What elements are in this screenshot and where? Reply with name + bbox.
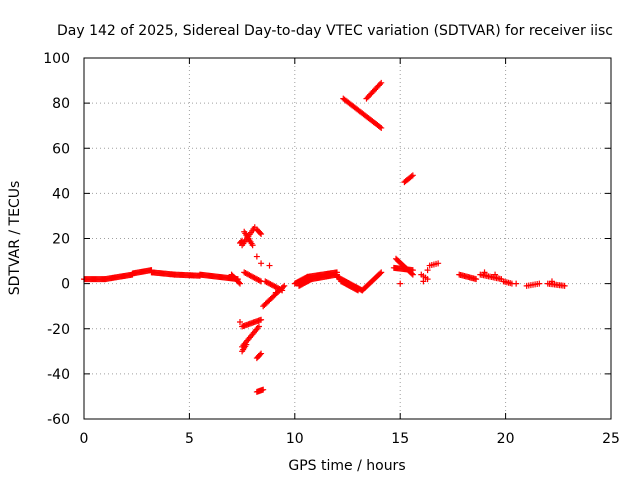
data-point: [548, 278, 555, 285]
x-tick-label: 25: [602, 431, 620, 447]
chart-title: Day 142 of 2025, Sidereal Day-to-day VTE…: [57, 23, 613, 39]
data-point: [376, 81, 383, 88]
data-point: [409, 172, 416, 179]
data-point: [277, 286, 284, 293]
data-point: [258, 350, 265, 357]
data-point: [378, 79, 385, 86]
y-tick-label: 80: [52, 96, 70, 112]
x-axis-title: GPS time / hours: [288, 458, 405, 474]
x-tick-labels: 0 5 10 15 20 25: [80, 431, 620, 447]
data-point: [279, 287, 286, 294]
data-point: [561, 282, 568, 289]
axis-ticks: [83, 57, 612, 420]
grid-lines: [84, 58, 611, 419]
y-tick-label: 60: [52, 141, 70, 157]
data-point: [408, 173, 415, 180]
data-point: [473, 276, 480, 283]
data-point: [235, 279, 242, 286]
y-tick-label: -20: [47, 322, 70, 338]
data-point: [238, 238, 245, 245]
data-point: [513, 280, 520, 287]
data-point: [258, 260, 265, 267]
data-point: [258, 316, 265, 323]
data-point: [377, 270, 384, 277]
x-tick-label: 15: [391, 431, 409, 447]
y-tick-label: -60: [47, 412, 70, 428]
data-point: [281, 282, 288, 289]
data-point: [272, 289, 279, 296]
data-point: [408, 270, 415, 277]
data-point: [492, 271, 499, 278]
data-point: [243, 341, 250, 348]
data-point: [253, 253, 260, 260]
data-point: [424, 267, 431, 274]
x-tick-label: 0: [80, 431, 89, 447]
y-tick-label: 0: [61, 277, 70, 293]
y-tick-label: 40: [52, 186, 70, 202]
x-tick-label: 5: [185, 431, 194, 447]
y-tick-label: -40: [47, 367, 70, 383]
data-point: [249, 242, 256, 249]
data-point: [420, 278, 427, 285]
data-point: [397, 280, 404, 287]
data-point: [266, 262, 273, 269]
data-point: [257, 229, 264, 236]
data-point: [239, 237, 246, 244]
data-point: [255, 323, 262, 330]
data-point: [236, 280, 243, 287]
y-tick-label: 20: [52, 232, 70, 248]
data-point: [424, 276, 431, 283]
y-axis-title: SDTVAR / TECUs: [7, 181, 23, 296]
data-point: [481, 269, 488, 276]
x-tick-label: 10: [286, 431, 304, 447]
data-point: [376, 123, 383, 130]
data-point: [258, 230, 265, 237]
x-tick-label: 20: [497, 431, 515, 447]
data-point: [409, 271, 416, 278]
data-point: [536, 280, 543, 287]
y-tick-labels: -60 -40 -20 0 20 40 60 80 100: [43, 51, 70, 428]
data-points: [81, 79, 568, 395]
data-point: [435, 260, 442, 267]
plot-frame: [83, 57, 612, 420]
data-point: [236, 318, 243, 325]
data-point: [260, 386, 267, 393]
data-point: [378, 269, 385, 276]
data-point: [257, 351, 264, 358]
data-point: [378, 124, 385, 131]
data-point: [256, 277, 263, 284]
y-tick-label: 100: [43, 51, 70, 67]
